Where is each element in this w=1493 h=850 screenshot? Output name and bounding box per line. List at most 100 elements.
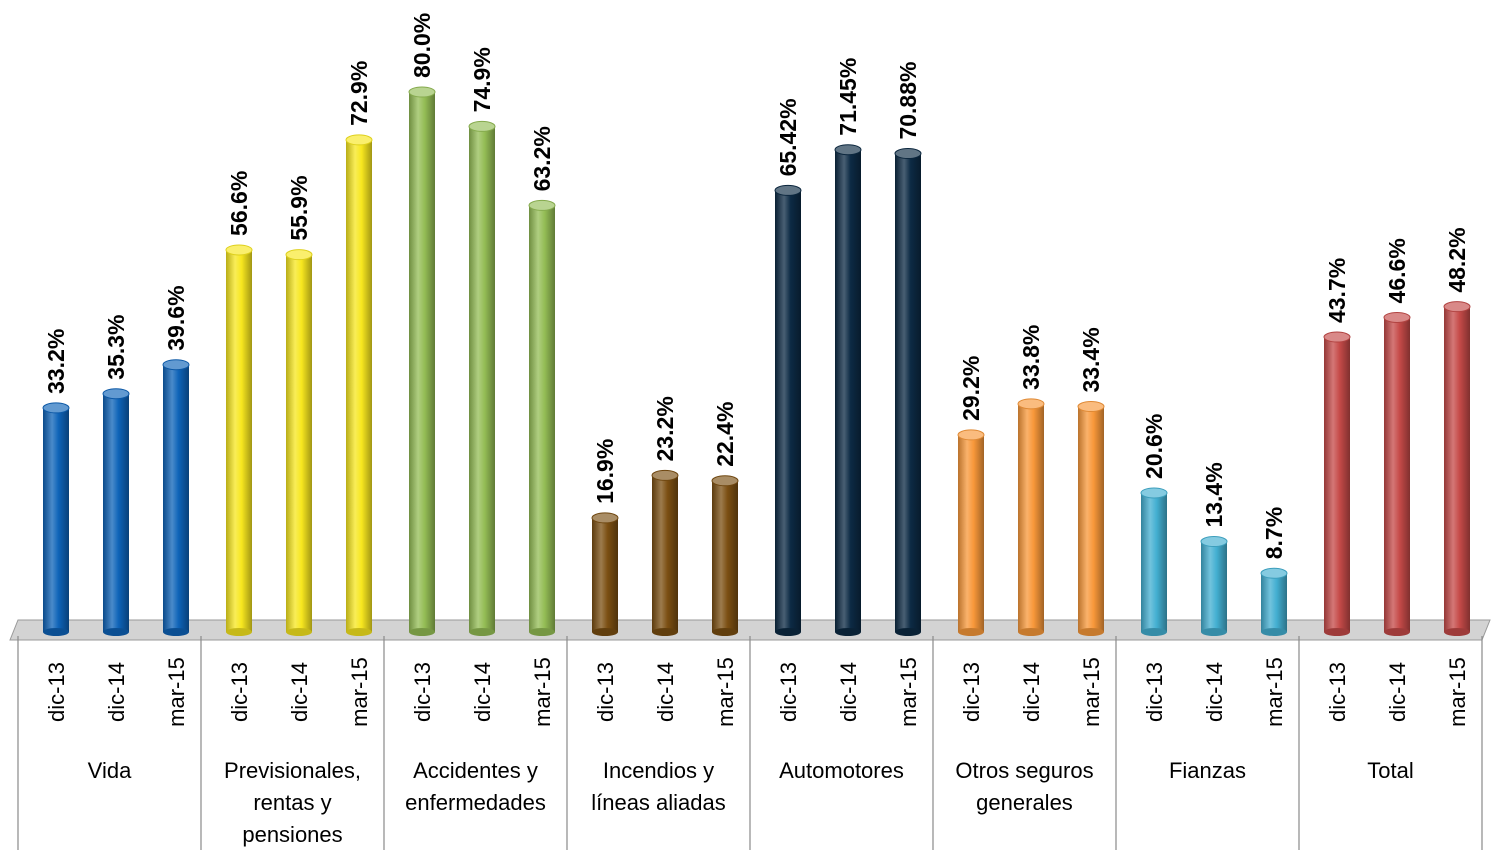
bar-base [226, 628, 252, 636]
bar-top [1323, 331, 1351, 343]
bar-top [651, 469, 679, 481]
bar-top [528, 199, 556, 211]
tick-label: dic-14 [1385, 662, 1410, 722]
tick-label: dic-13 [44, 662, 69, 722]
bar-base [1201, 628, 1227, 636]
tick-label: dic-14 [470, 662, 495, 722]
data-label: 39.6% [163, 285, 189, 350]
tick-label: dic-13 [1142, 662, 1167, 722]
bar-base [712, 628, 738, 636]
category-axis: dic-13 dic-14 mar-15 dic-13 dic-14 mar-15 dic-… [17, 636, 1483, 850]
tick-label: dic-13 [410, 662, 435, 722]
data-label: 63.2% [529, 126, 555, 191]
bar [775, 190, 801, 633]
bar-top [1140, 487, 1168, 499]
bar-top [1443, 301, 1471, 313]
data-label: 13.4% [1201, 462, 1227, 527]
bar [1141, 492, 1167, 632]
bar [1324, 337, 1350, 632]
tick-label: dic-13 [959, 662, 984, 722]
data-label: 8.7% [1261, 507, 1287, 559]
bar-base [1018, 628, 1044, 636]
bar-base [529, 628, 555, 636]
bar-base [652, 628, 678, 636]
tick-label: dic-14 [836, 662, 861, 722]
tick-label: mar-15 [164, 657, 189, 727]
bar [163, 364, 189, 632]
bar [835, 149, 861, 632]
bar-base [958, 628, 984, 636]
group-label: Total [1367, 758, 1413, 783]
group-label: Vida [88, 758, 132, 783]
bar-top [957, 429, 985, 441]
bar-top [102, 388, 130, 400]
bars [42, 86, 1471, 636]
bar-top [774, 184, 802, 196]
bar [346, 139, 372, 633]
bar [469, 126, 495, 633]
bar [43, 407, 69, 632]
bar-top [408, 86, 436, 98]
bar [895, 153, 921, 632]
bar-top [834, 144, 862, 156]
bar [592, 517, 618, 632]
bar-base [163, 628, 189, 636]
data-label: 71.45% [835, 58, 861, 136]
group-label: Automotores [779, 758, 904, 783]
bar-top [42, 402, 70, 414]
bar-top [894, 148, 922, 160]
bar-base [775, 628, 801, 636]
bar [529, 205, 555, 632]
tick-label: mar-15 [1079, 657, 1104, 727]
bar [286, 254, 312, 633]
data-label: 65.42% [775, 98, 801, 176]
bar [652, 475, 678, 632]
group-label: Previsionales, rentas y pensiones [224, 758, 361, 847]
tick-label: mar-15 [530, 657, 555, 727]
data-label: 35.3% [103, 315, 129, 380]
data-label: 33.8% [1018, 325, 1044, 390]
bar-base [409, 628, 435, 636]
data-label: 29.2% [958, 356, 984, 421]
data-label: 80.0% [409, 13, 435, 78]
data-label: 16.9% [592, 439, 618, 504]
bar-top [1077, 401, 1105, 413]
bar [1261, 573, 1287, 632]
tick-label: mar-15 [1445, 657, 1470, 727]
data-label: 46.6% [1384, 238, 1410, 303]
bar-top [1260, 567, 1288, 579]
bar-top [1383, 311, 1411, 323]
bar-base [1141, 628, 1167, 636]
bar-top [285, 249, 313, 261]
bar-base [346, 628, 372, 636]
bar [1018, 403, 1044, 632]
data-label: 20.6% [1141, 414, 1167, 479]
data-label: 55.9% [286, 175, 312, 240]
bar-base [1324, 628, 1350, 636]
bar [1444, 306, 1470, 632]
bar-base [103, 628, 129, 636]
group-label: Accidentes y enfermedades [405, 758, 546, 815]
bar [409, 92, 435, 632]
bar [712, 480, 738, 632]
bar [1078, 406, 1104, 632]
data-label: 43.7% [1324, 258, 1350, 323]
bar [1201, 541, 1227, 632]
data-label: 23.2% [652, 396, 678, 461]
data-labels: 33.2% 35.3% 39.6% 56.6% 55.9% 72.9% 80.0% 74.9%… [43, 13, 1470, 559]
bar-base [286, 628, 312, 636]
bar-top [711, 475, 739, 487]
tick-label: dic-13 [227, 662, 252, 722]
data-label: 56.6% [226, 171, 252, 236]
bar [226, 249, 252, 632]
tick-label: dic-14 [653, 662, 678, 722]
bar [1384, 317, 1410, 632]
bar-base [1384, 628, 1410, 636]
data-label: 70.88% [895, 62, 921, 140]
tick-label: mar-15 [347, 657, 372, 727]
tick-label: dic-13 [776, 662, 801, 722]
data-label: 72.9% [346, 61, 372, 126]
tick-label: dic-14 [1202, 662, 1227, 722]
bar-base [592, 628, 618, 636]
